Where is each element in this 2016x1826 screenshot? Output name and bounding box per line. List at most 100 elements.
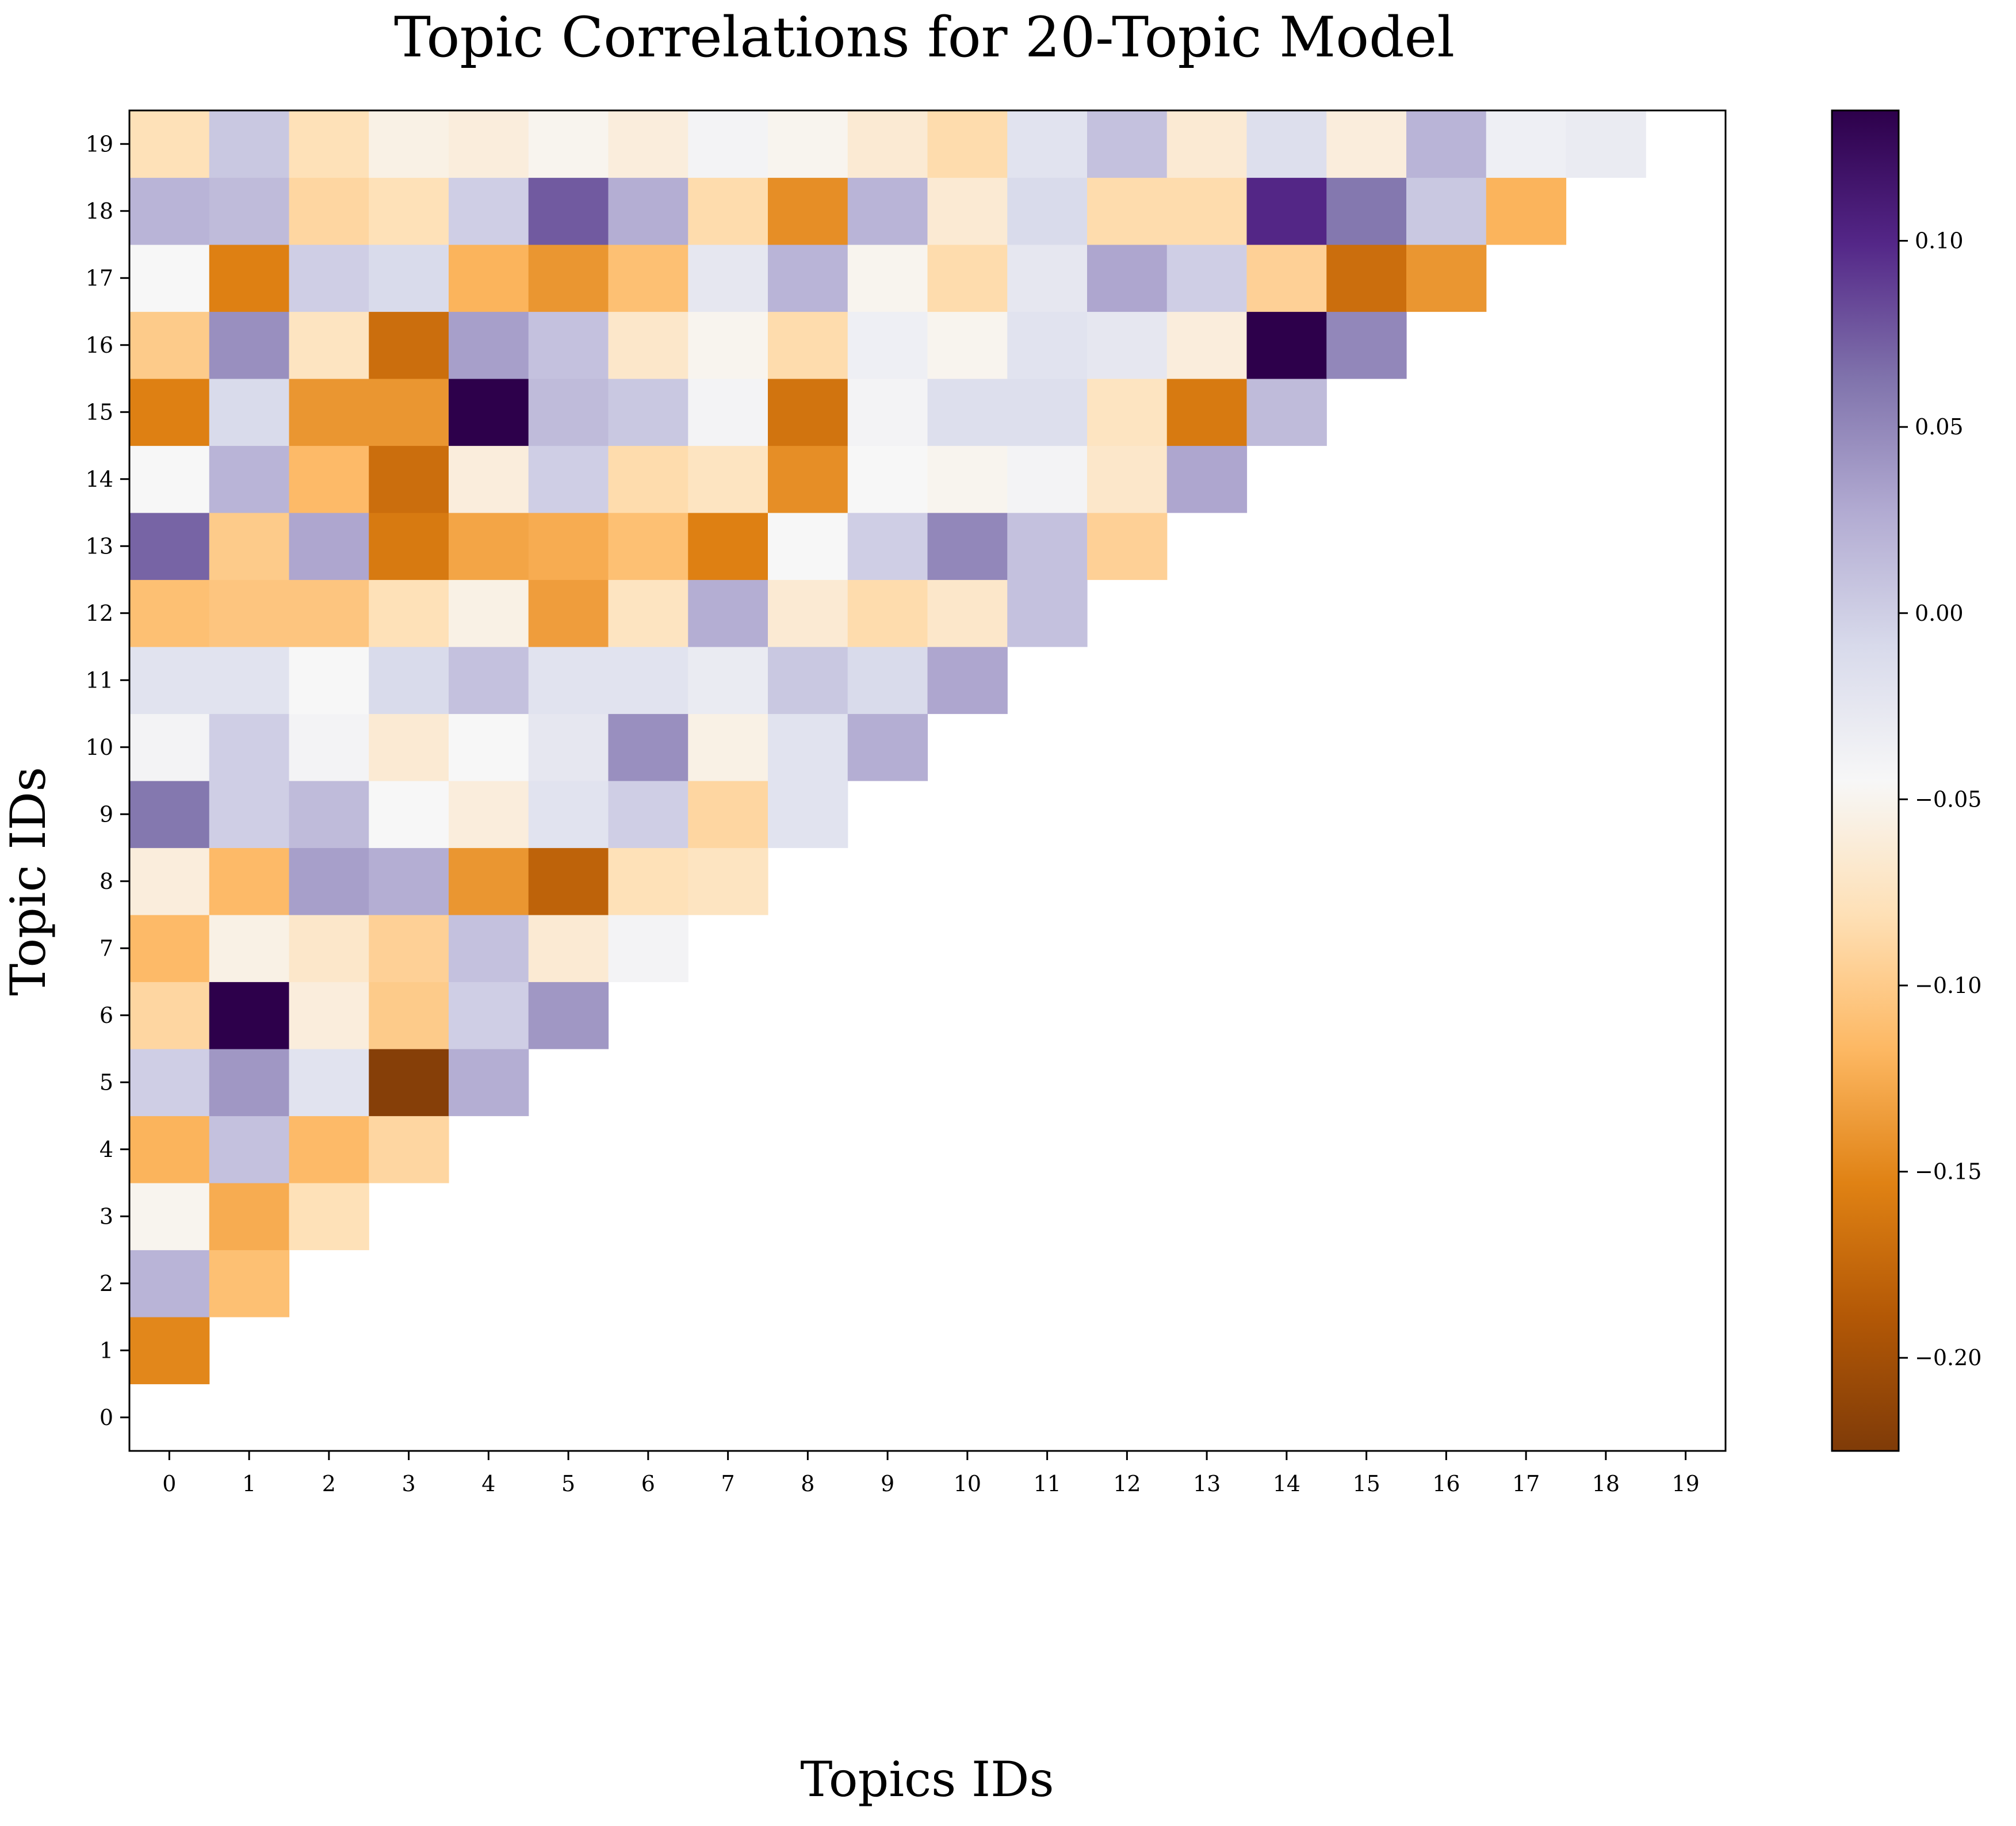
heatmap-cell-r8-c3 (369, 847, 449, 915)
heatmap-cell-r16-c9 (847, 311, 928, 379)
heatmap-cell-r10-c1 (209, 713, 290, 781)
heatmap-cell-r10-c5 (528, 713, 609, 781)
heatmap-cell-r17-c16 (1406, 245, 1487, 312)
heatmap-cell-r9-c3 (369, 781, 449, 849)
x-tick-label: 14 (1273, 1471, 1300, 1496)
heatmap-cell-r13-c9 (847, 513, 928, 580)
heatmap-cell-r10-c6 (608, 713, 688, 781)
heatmap-cell-r18-c7 (688, 177, 768, 245)
heatmap-cell-r16-c1 (209, 311, 290, 379)
x-tick-label: 8 (801, 1471, 814, 1496)
heatmap-cell-r6-c0 (129, 981, 210, 1049)
heatmap-cell-r5-c4 (449, 1049, 529, 1117)
heatmap-cell-r4-c2 (289, 1116, 369, 1183)
heatmap-cell-r7-c2 (289, 915, 369, 983)
heatmap-cell-r16-c5 (528, 311, 609, 379)
y-tick-label: 13 (86, 533, 113, 559)
chart-title: Topic Correlations for 20-Topic Model (394, 5, 1455, 70)
heatmap-cell-r11-c5 (528, 647, 609, 715)
heatmap-cell-r17-c8 (768, 245, 848, 312)
x-tick-label: 4 (481, 1471, 495, 1496)
heatmap-cell-r18-c1 (209, 177, 290, 245)
heatmap-cell-r14-c7 (688, 445, 768, 513)
y-tick-label: 9 (100, 801, 113, 827)
heatmap-cell-r12-c5 (528, 579, 609, 647)
heatmap-cell-r10-c7 (688, 713, 768, 781)
y-tick-label: 6 (100, 1003, 113, 1028)
heatmap-cell-r15-c3 (369, 379, 449, 446)
heatmap-cell-r17-c13 (1166, 245, 1248, 312)
colorbar-tick-label: 0.00 (1915, 601, 1964, 626)
heatmap-cell-r18-c2 (289, 177, 369, 245)
heatmap-cell-r14-c1 (209, 445, 290, 513)
heatmap-cell-r12-c7 (688, 579, 768, 647)
y-tick-label: 19 (86, 131, 113, 156)
heatmap-cell-r19-c13 (1166, 110, 1248, 178)
y-tick-label: 3 (100, 1204, 113, 1229)
heatmap-cell-r8-c6 (608, 847, 688, 915)
colorbar-tick-label: −0.20 (1915, 1345, 1981, 1370)
heatmap-cell-r7-c4 (449, 915, 529, 983)
heatmap-cell-r14-c10 (927, 445, 1008, 513)
heatmap-cell-r3-c0 (129, 1183, 210, 1251)
heatmap-cell-r3-c1 (209, 1183, 290, 1251)
heatmap-cell-r7-c3 (369, 915, 449, 983)
heatmap-cell-r14-c2 (289, 445, 369, 513)
y-tick-label: 15 (86, 399, 113, 425)
heatmap-cell-r17-c15 (1326, 245, 1407, 312)
heatmap-cell-r13-c1 (209, 513, 290, 580)
heatmap-cell-r19-c11 (1007, 110, 1088, 178)
heatmap-cell-r17-c7 (688, 245, 768, 312)
heatmap-cell-r13-c2 (289, 513, 369, 580)
heatmap-cell-r19-c1 (209, 110, 290, 178)
heatmap-cell-r19-c16 (1406, 110, 1487, 178)
heatmap-cell-r6-c1 (209, 981, 290, 1049)
heatmap-cell-r9-c1 (209, 781, 290, 849)
heatmap-cell-r7-c6 (608, 915, 688, 983)
heatmap-cell-r15-c12 (1087, 379, 1168, 446)
heatmap-cell-r19-c10 (927, 110, 1008, 178)
heatmap-cell-r16-c12 (1087, 311, 1168, 379)
heatmap-cell-r6-c2 (289, 981, 369, 1049)
y-tick-label: 4 (100, 1137, 113, 1162)
heatmap-cell-r2-c1 (209, 1250, 290, 1317)
y-tick-label: 8 (100, 869, 113, 894)
heatmap-cell-r8-c5 (528, 847, 609, 915)
heatmap-cell-r13-c10 (927, 513, 1008, 580)
x-tick-label: 2 (322, 1471, 336, 1496)
heatmap-cell-r10-c0 (129, 713, 210, 781)
heatmap-cell-r8-c0 (129, 847, 210, 915)
heatmap-cell-r11-c7 (688, 647, 768, 715)
heatmap-cell-r17-c14 (1246, 245, 1327, 312)
x-tick-label: 16 (1432, 1471, 1460, 1496)
heatmap-cell-r17-c11 (1007, 245, 1088, 312)
y-tick-label: 12 (86, 601, 113, 626)
heatmap-cell-r17-c9 (847, 245, 928, 312)
y-axis-label: Topic IDs (0, 767, 56, 996)
heatmap-cell-r11-c0 (129, 647, 210, 715)
x-tick-label: 18 (1592, 1471, 1620, 1496)
x-tick-label: 1 (242, 1471, 256, 1496)
heatmap-cell-r4-c0 (129, 1116, 210, 1183)
heatmap-cell-r13-c5 (528, 513, 609, 580)
heatmap-cell-r17-c3 (369, 245, 449, 312)
heatmap-cells (129, 110, 1646, 1385)
x-tick-label: 15 (1352, 1471, 1380, 1496)
heatmap-cell-r1-c0 (129, 1317, 210, 1385)
colorbar-tick-label: −0.10 (1915, 973, 1981, 998)
heatmap-cell-r4-c1 (209, 1116, 290, 1183)
heatmap-cell-r15-c7 (688, 379, 768, 446)
heatmap-cell-r12-c10 (927, 579, 1008, 647)
x-tick-label: 5 (561, 1471, 575, 1496)
heatmap-cell-r14-c13 (1166, 445, 1248, 513)
heatmap-cell-r15-c8 (768, 379, 848, 446)
heatmap-cell-r14-c4 (449, 445, 529, 513)
heatmap-cell-r15-c2 (289, 379, 369, 446)
heatmap-cell-r18-c11 (1007, 177, 1088, 245)
heatmap-cell-r11-c6 (608, 647, 688, 715)
y-tick-label: 14 (86, 467, 113, 492)
heatmap-cell-r18-c4 (449, 177, 529, 245)
heatmap-cell-r17-c4 (449, 245, 529, 312)
heatmap-cell-r19-c6 (608, 110, 688, 178)
heatmap-cell-r9-c6 (608, 781, 688, 849)
